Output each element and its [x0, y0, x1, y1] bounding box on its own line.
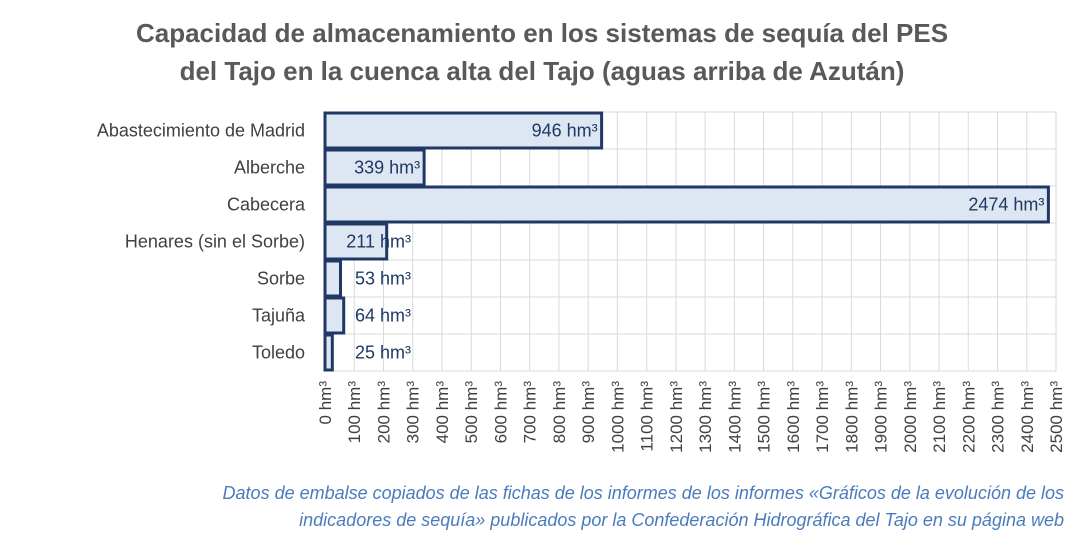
x-tick-label: 1400 hm³ — [725, 381, 744, 453]
grid-lines — [324, 111, 1057, 372]
category-label: Cabecera — [227, 195, 306, 215]
category-label: Tajuña — [252, 306, 306, 326]
chart-title-line-2: del Tajo en la cuenca alta del Tajo (agu… — [179, 56, 905, 86]
bar-2 — [323, 185, 1050, 224]
chart-title-line-1: Capacidad de almacenamiento en los siste… — [135, 18, 949, 48]
x-tick-label: 1200 hm³ — [667, 381, 686, 453]
x-tick-label: 1800 hm³ — [842, 381, 861, 453]
x-tick-label: 0 hm³ — [316, 381, 335, 425]
x-tick-label: 1600 hm³ — [784, 381, 803, 453]
source-note-line-1: Datos de embalse copiados de las fichas … — [222, 483, 1064, 503]
data-label: 946 hm³ — [532, 121, 598, 141]
x-tick-label: 1100 hm³ — [638, 381, 657, 452]
chart-title: Capacidad de almacenamiento en los siste… — [0, 14, 1084, 90]
bar-3 — [323, 222, 389, 261]
data-labels: 946 hm³ 339 hm³ 2474 hm³ 211 hm³ 53 hm³ 64 hm… — [346, 121, 1044, 363]
x-axis-tick-labels: 0 hm³ 100 hm³ 200 hm³ 300 hm³ 400 hm³ 500 hm³… — [316, 381, 1066, 453]
x-tick-label: 1700 hm³ — [813, 381, 832, 453]
data-label: 53 hm³ — [355, 269, 411, 289]
bar-1 — [323, 148, 426, 187]
x-tick-label: 1300 hm³ — [696, 381, 715, 453]
x-tick-label: 1500 hm³ — [755, 381, 774, 453]
bar-chart: 946 hm³ 339 hm³ 2474 hm³ 211 hm³ 53 hm³ 64 hm… — [97, 111, 1066, 453]
category-label: Henares (sin el Sorbe) — [125, 232, 305, 252]
bars — [323, 111, 1050, 372]
x-tick-label: 100 hm³ — [345, 381, 364, 444]
x-tick-label: 1000 hm³ — [608, 381, 627, 453]
category-labels: Abastecimiento de Madrid Alberche Cabecera… — [97, 121, 306, 363]
x-tick-label: 2400 hm³ — [1018, 381, 1037, 453]
x-tick-label: 2000 hm³ — [901, 381, 920, 453]
x-tick-label: 300 hm³ — [404, 381, 423, 444]
source-note: Datos de embalse copiados de las fichas … — [223, 480, 1064, 534]
data-label: 339 hm³ — [354, 158, 420, 178]
x-tick-label: 400 hm³ — [433, 381, 452, 444]
x-tick-label: 900 hm³ — [579, 381, 598, 444]
data-label: 2474 hm³ — [968, 195, 1044, 215]
data-label: 25 hm³ — [355, 343, 411, 363]
x-tick-label: 1900 hm³ — [872, 381, 891, 453]
x-tick-label: 200 hm³ — [374, 381, 393, 444]
bar-0 — [323, 111, 604, 150]
source-note-line-2: indicadores de sequía» publicados por la… — [299, 510, 1064, 530]
category-label: Abastecimiento de Madrid — [97, 121, 305, 141]
category-label: Alberche — [234, 158, 305, 178]
x-tick-label: 2500 hm³ — [1047, 381, 1066, 453]
category-label: Sorbe — [257, 269, 305, 289]
x-tick-label: 500 hm³ — [462, 381, 481, 444]
x-tick-label: 2300 hm³ — [989, 381, 1008, 453]
bar-4 — [323, 259, 342, 298]
category-label: Toledo — [252, 343, 305, 363]
x-tick-label: 700 hm³ — [521, 381, 540, 444]
x-tick-label: 2200 hm³ — [959, 381, 978, 453]
x-tick-label: 800 hm³ — [550, 381, 569, 444]
data-label: 211 hm³ — [346, 232, 411, 252]
bar-5 — [323, 296, 346, 335]
data-label: 64 hm³ — [355, 306, 411, 326]
bar-6 — [323, 333, 334, 372]
x-tick-label: 2100 hm³ — [930, 381, 949, 453]
x-tick-label: 600 hm³ — [491, 381, 510, 444]
